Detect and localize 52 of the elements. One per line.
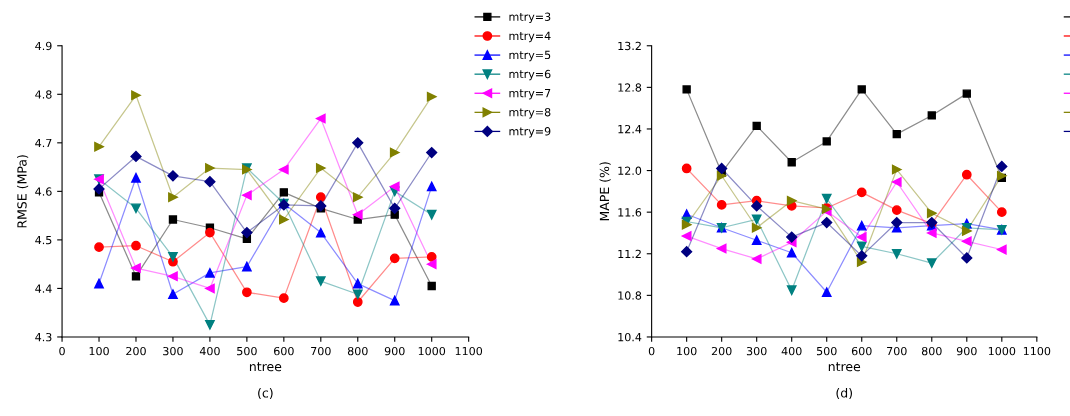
y-tick-label: 12.4: [618, 124, 642, 134]
x-tick-label: 800: [347, 346, 368, 356]
y-tick-label: 4.6: [35, 187, 52, 196]
x-tick-label: 800: [921, 346, 942, 356]
x-tick-label: 0: [648, 346, 655, 356]
x-tick-label: 700: [311, 346, 331, 356]
x-tick-label: 100: [677, 346, 697, 356]
x-tick-label: 0: [59, 346, 65, 356]
legend-label: mtry=7: [509, 89, 551, 100]
x-tick-label: 1000: [418, 346, 446, 356]
y-tick-label: 4.9: [35, 41, 52, 51]
x-tick-label: 600: [274, 346, 294, 356]
text: (c): [258, 387, 273, 400]
x-tick-label: 200: [126, 346, 146, 356]
y-tick-label: 13.2: [618, 41, 641, 51]
y-tick-label: 10.4: [618, 332, 642, 342]
y-tick-label: 4.3: [35, 332, 52, 342]
legend-label: mtry=4: [509, 31, 551, 43]
x-tick-label: 700: [887, 346, 907, 356]
legend-label: mtry=8: [509, 107, 551, 119]
x-axis-title: ntree: [249, 362, 282, 372]
y-tick-label: 11.2: [618, 249, 641, 258]
y-tick-label: 12.0: [618, 166, 642, 175]
legend-label: mtry=3: [509, 12, 551, 24]
text: (d): [836, 387, 852, 400]
y-tick-label: 4.4: [35, 284, 52, 293]
y-axis-title: MAPE (%): [599, 162, 611, 221]
x-tick-label: 100: [89, 346, 109, 356]
x-tick-label: 400: [199, 346, 220, 356]
y-tick-label: 4.5: [35, 236, 52, 245]
y-tick-label: 11.6: [618, 208, 642, 217]
y-tick-label: 4.7: [35, 138, 52, 148]
x-axis-title: ntree: [828, 362, 861, 372]
x-tick-label: 300: [163, 346, 183, 356]
y-axis-title: RMSE (MPa): [17, 155, 29, 228]
y-tick-label: 10.8: [618, 291, 642, 300]
x-tick-label: 500: [816, 346, 837, 356]
x-tick-label: 900: [956, 346, 977, 356]
x-tick-label: 200: [711, 346, 732, 356]
x-tick-label: 400: [781, 346, 802, 356]
y-tick-label: 12.8: [618, 83, 642, 92]
x-tick-label: 1100: [455, 346, 483, 356]
legend-label: mtry=9: [509, 127, 551, 138]
x-tick-label: 500: [237, 346, 257, 356]
x-tick-label: 900: [384, 346, 405, 356]
x-tick-label: 300: [746, 346, 767, 356]
x-tick-label: 1000: [988, 346, 1016, 356]
x-tick-label: 1100: [1023, 346, 1051, 356]
legend-label: mtry=5: [509, 50, 551, 62]
y-tick-label: 4.8: [35, 90, 52, 99]
x-tick-label: 600: [851, 346, 872, 356]
legend-label: mtry=6: [509, 69, 551, 81]
